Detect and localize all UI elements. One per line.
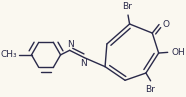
Text: OH: OH	[171, 48, 185, 57]
Text: Br: Br	[122, 2, 132, 10]
Text: N: N	[67, 39, 74, 48]
Text: CH₃: CH₃	[0, 50, 17, 59]
Text: N: N	[80, 59, 87, 68]
Text: O: O	[163, 20, 170, 29]
Text: Br: Br	[145, 85, 155, 94]
